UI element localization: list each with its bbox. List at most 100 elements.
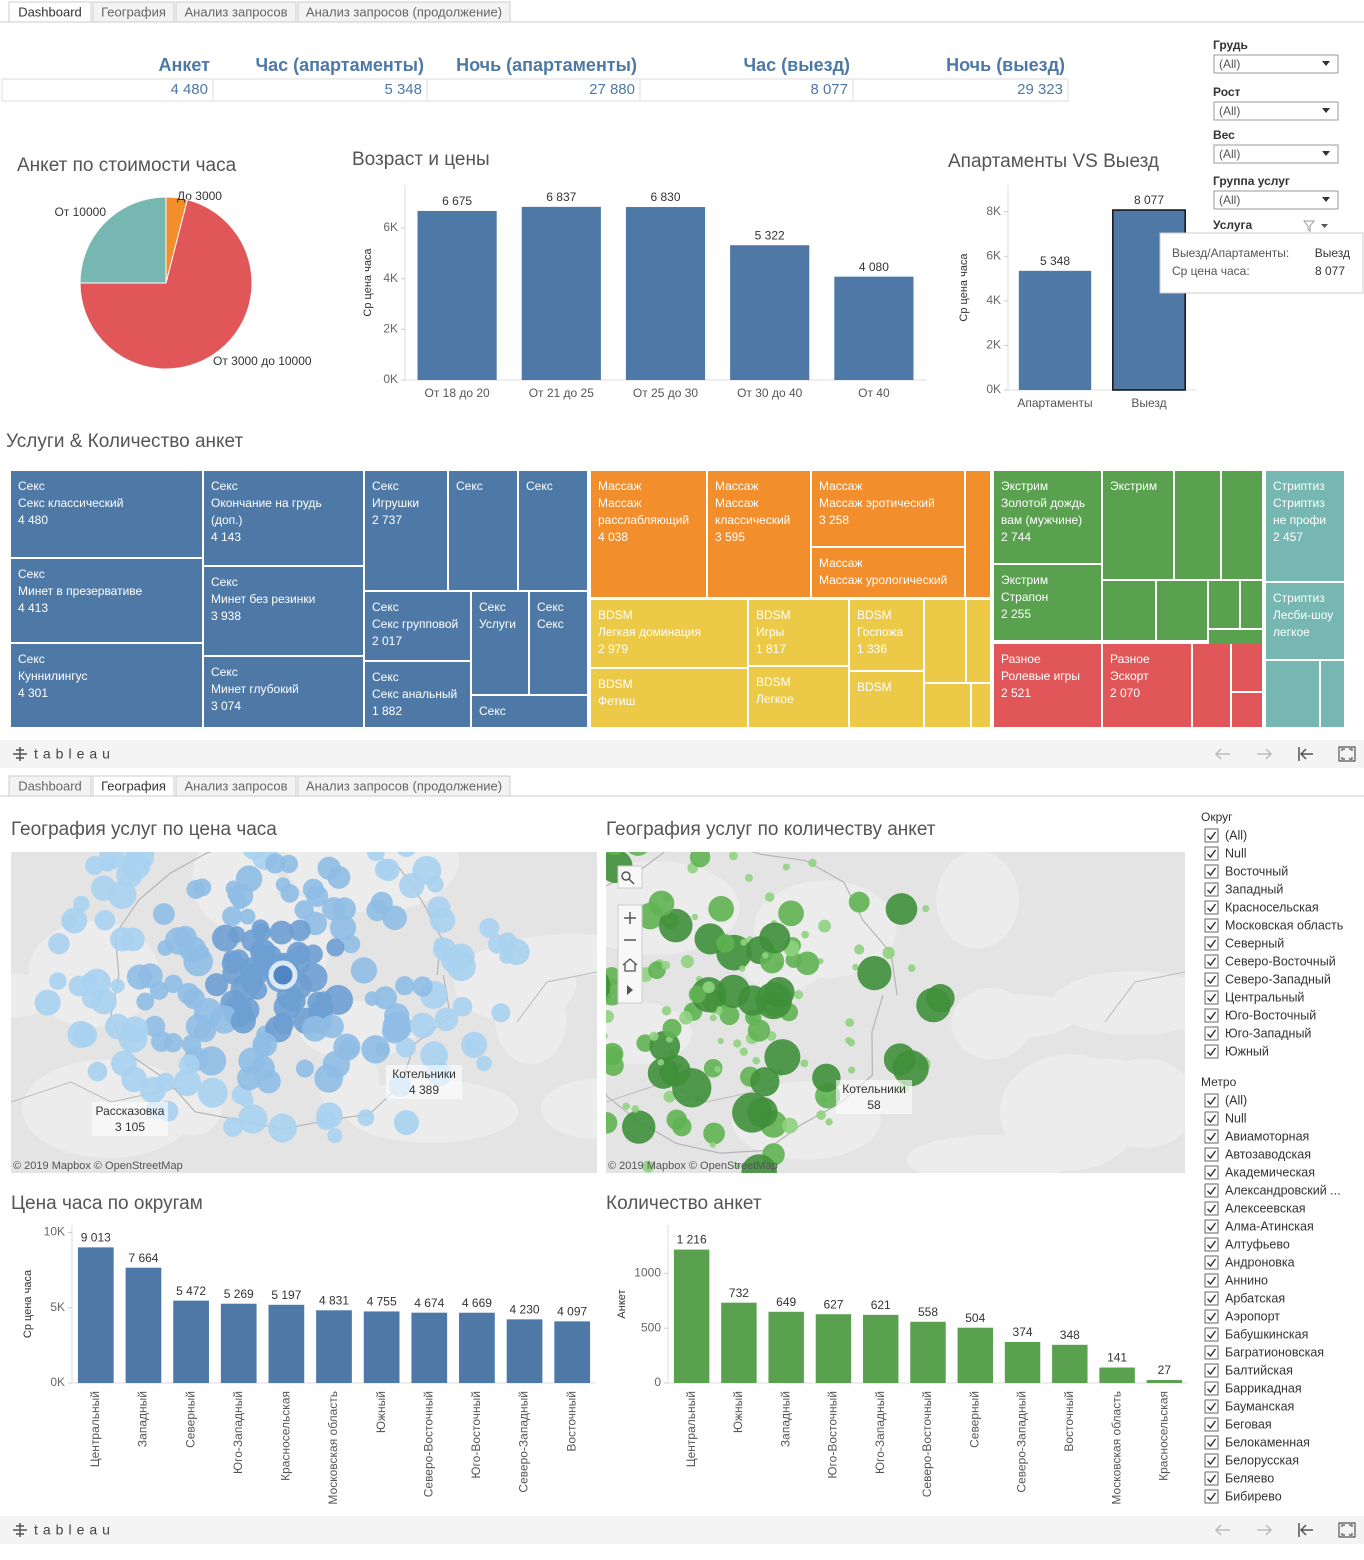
checkbox[interactable] bbox=[1204, 1417, 1219, 1432]
filter-item: Баррикадная bbox=[1225, 1381, 1302, 1395]
checkbox[interactable] bbox=[1204, 846, 1219, 861]
data-label: 4 230 bbox=[510, 1303, 540, 1317]
fullscreen[interactable] bbox=[1338, 1522, 1356, 1538]
checkbox[interactable] bbox=[1204, 1219, 1219, 1234]
bar bbox=[815, 1314, 852, 1383]
checkbox[interactable] bbox=[1204, 1008, 1219, 1023]
treemap-tile: Секс Секс классический 4 480 bbox=[11, 471, 202, 557]
checkbox[interactable] bbox=[1204, 1399, 1219, 1414]
checkbox[interactable] bbox=[1204, 936, 1219, 951]
checkmark bbox=[1206, 1474, 1217, 1484]
checkbox[interactable] bbox=[1204, 1363, 1219, 1378]
checkbox[interactable] bbox=[1204, 1111, 1219, 1126]
dropdown[interactable] bbox=[1213, 101, 1339, 121]
filter-label: Грудь bbox=[1213, 38, 1248, 52]
map-point bbox=[366, 899, 388, 922]
y-tick-label: 6K bbox=[986, 248, 1001, 262]
treemap-tile: Массаж Массаж расслабляющий 4 038 bbox=[591, 471, 706, 597]
checkbox[interactable] bbox=[1204, 1309, 1219, 1324]
checkbox[interactable] bbox=[1204, 1327, 1219, 1342]
checkbox[interactable] bbox=[1204, 1273, 1219, 1288]
checkbox[interactable] bbox=[1204, 1255, 1219, 1270]
checkmark bbox=[1206, 1011, 1217, 1021]
map-point bbox=[48, 933, 70, 955]
checkbox[interactable] bbox=[1204, 1291, 1219, 1306]
map-point bbox=[926, 984, 955, 1013]
filter-item: Автозаводская bbox=[1225, 1147, 1311, 1161]
tile-name: Игрушки bbox=[372, 496, 420, 510]
checkbox[interactable] bbox=[1204, 990, 1219, 1005]
treemap-tile: Секс Окончание на грудь (доп.) 4 143 bbox=[204, 471, 363, 565]
checkbox[interactable] bbox=[1204, 1381, 1219, 1396]
tab[interactable] bbox=[297, 1, 511, 23]
checkbox[interactable] bbox=[1204, 1026, 1219, 1041]
tab[interactable] bbox=[175, 775, 297, 797]
map-point bbox=[375, 1042, 390, 1057]
treemap-tile bbox=[966, 471, 990, 597]
nav-back[interactable] bbox=[1214, 1524, 1230, 1536]
fullscreen[interactable] bbox=[1338, 746, 1356, 762]
y-tick-label: 4K bbox=[383, 271, 398, 285]
nav-back[interactable] bbox=[1214, 748, 1230, 760]
nav-forward[interactable] bbox=[1257, 748, 1273, 760]
bar bbox=[554, 1321, 591, 1383]
map-point bbox=[631, 1105, 640, 1113]
checkbox[interactable] bbox=[1204, 882, 1219, 897]
checkbox[interactable] bbox=[1204, 1165, 1219, 1180]
nav-reset[interactable] bbox=[1298, 1523, 1313, 1537]
checkbox[interactable] bbox=[1204, 1044, 1219, 1059]
map-point bbox=[739, 965, 746, 972]
checkbox[interactable] bbox=[1204, 1237, 1219, 1252]
tab[interactable] bbox=[92, 1, 175, 23]
nav-forward[interactable] bbox=[1257, 1524, 1273, 1536]
kpi-value: 4 480 bbox=[170, 81, 208, 98]
checkbox[interactable] bbox=[1204, 1183, 1219, 1198]
checkbox[interactable] bbox=[1204, 1345, 1219, 1360]
checkbox[interactable] bbox=[1204, 1093, 1219, 1108]
nav-reset[interactable] bbox=[1298, 747, 1313, 761]
map-point bbox=[661, 960, 671, 970]
map-point bbox=[232, 894, 248, 910]
y-tick-label: 500 bbox=[641, 1320, 661, 1334]
checkbox[interactable] bbox=[1204, 1147, 1219, 1162]
bar bbox=[1018, 270, 1092, 390]
checkbox[interactable] bbox=[1204, 1471, 1219, 1486]
map-pan[interactable] bbox=[627, 985, 633, 995]
y-axis-title: Анкет bbox=[616, 1289, 628, 1318]
tab[interactable] bbox=[8, 1, 92, 23]
data-label: 504 bbox=[965, 1311, 985, 1325]
tile-category: Секс bbox=[456, 479, 483, 493]
dropdown[interactable] bbox=[1213, 54, 1339, 74]
treemap-tile: Секс Минет глубокий 3 074 bbox=[204, 657, 363, 727]
kpi-header: Час (выезд) bbox=[744, 55, 850, 75]
map-point bbox=[882, 946, 895, 959]
checkbox[interactable] bbox=[1204, 972, 1219, 987]
x-tick-label: Юго-Западный bbox=[873, 1391, 887, 1474]
checkbox[interactable] bbox=[1204, 1129, 1219, 1144]
dropdown[interactable] bbox=[1213, 190, 1339, 210]
map-point bbox=[364, 991, 380, 1006]
map-terrain bbox=[1113, 1077, 1185, 1123]
checkbox[interactable] bbox=[1204, 864, 1219, 879]
map-label-box bbox=[92, 1102, 168, 1136]
checkbox[interactable] bbox=[1204, 1201, 1219, 1216]
tab[interactable] bbox=[8, 775, 92, 797]
tile-category: Разное bbox=[1001, 652, 1041, 666]
tab[interactable] bbox=[92, 775, 175, 797]
checkbox[interactable] bbox=[1204, 1435, 1219, 1450]
dropdown[interactable] bbox=[1213, 144, 1339, 164]
checkbox[interactable] bbox=[1204, 1489, 1219, 1504]
map-point bbox=[397, 852, 416, 857]
treemap-tile: Секс Минет в презервативе 4 413 bbox=[11, 559, 202, 642]
checkbox[interactable] bbox=[1204, 1453, 1219, 1468]
checkbox[interactable] bbox=[1204, 954, 1219, 969]
map-point bbox=[205, 973, 229, 997]
checkbox[interactable] bbox=[1204, 900, 1219, 915]
tab[interactable] bbox=[175, 1, 297, 23]
map-home[interactable] bbox=[622, 958, 638, 972]
map-point bbox=[657, 1059, 665, 1066]
tab[interactable] bbox=[297, 775, 511, 797]
checkbox[interactable] bbox=[1204, 918, 1219, 933]
zoom-in[interactable] bbox=[624, 912, 636, 924]
checkbox[interactable] bbox=[1204, 828, 1219, 843]
